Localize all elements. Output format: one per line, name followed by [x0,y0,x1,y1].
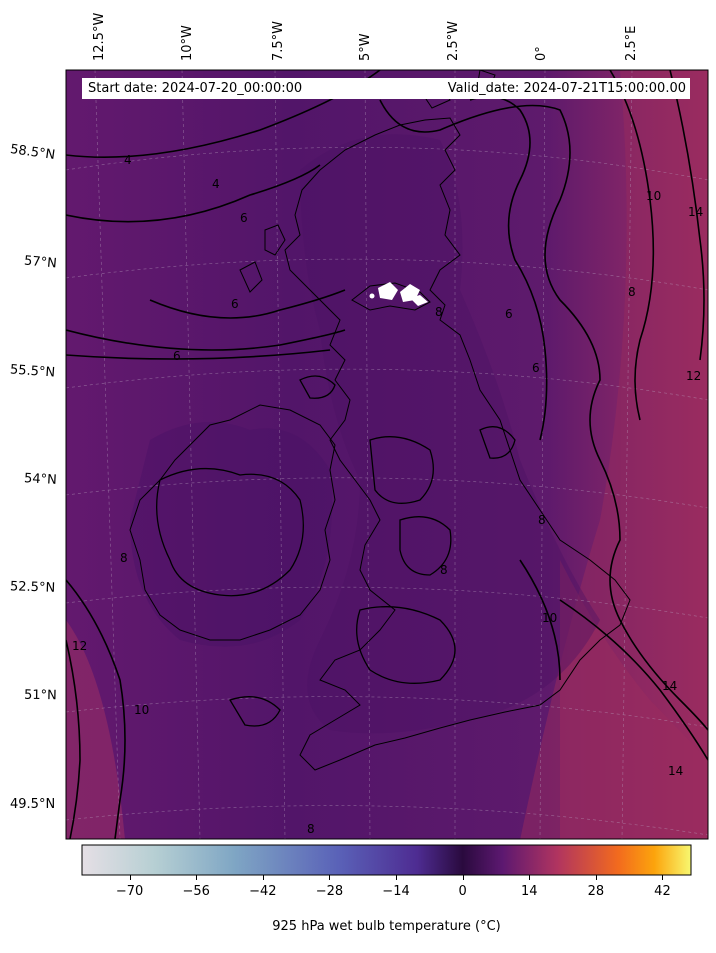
contour-value-label: 8 [435,305,443,319]
colorbar-tick-label: −42 [249,884,277,899]
longitude-label: 5°W [358,33,373,61]
start-date-label: Start date: 2024-07-20_00:00:00 [88,81,303,96]
longitude-label: 7.5°W [271,20,286,61]
colorbar-tick-mark [329,875,331,880]
contour-value-label: 8 [120,551,128,565]
colorbar-gradient [81,844,692,876]
contour-value-label: 8 [538,513,546,527]
longitude-label: 12.5°W [92,12,107,61]
contour-value-label: 6 [532,361,540,375]
map-frame [65,69,709,840]
graticule [66,70,708,839]
contour-value-label: 8 [440,563,448,577]
colorbar-tick-label: 28 [587,884,605,899]
longitude-label: 0° [534,46,549,61]
latitude-label: 51°N [23,687,57,704]
latitude-label: 54°N [23,471,58,488]
longitude-label: 2.5°W [446,20,461,61]
contour-value-label: 10 [134,703,149,717]
colorbar-tick-label: 0 [458,884,467,899]
warm-region-southwest [66,620,125,839]
latitude-label: 49.5°N [10,797,56,812]
colorbar-tick-mark [595,875,597,880]
colorbar-title: 925 hPa wet bulb temperature (°C) [272,919,501,934]
contour-value-label: 14 [662,679,677,693]
colorbar-tick-label: −28 [315,884,344,899]
contour-label-layer: 4 4 6 6 6 8 8 8 10 10 12 12 14 14 8 6 6 … [72,153,703,836]
contour-value-label: 6 [505,307,513,321]
white-patch [369,282,428,306]
colorbar-tick-mark [129,875,131,880]
colorbar-tick-mark [462,875,464,880]
land-contours [156,375,516,727]
contour-value-label: 8 [628,285,636,299]
latitude-label: 52.5°N [9,579,56,596]
colorbar-tick-label: −70 [115,884,144,899]
colorbar-tick-label: −14 [382,884,410,899]
contour-value-label: 10 [542,611,557,625]
contour-value-label: 8 [307,822,315,836]
longitude-label: 2.5°E [624,25,639,61]
colorbar-tick-label: 42 [654,884,671,899]
contour-value-label: 14 [668,764,683,778]
contour-value-label: 14 [688,205,703,219]
colorbar-tick-mark [262,875,264,880]
longitude-label: 10°W [180,25,195,61]
colorbar-tick-mark [529,875,531,880]
colorbar-tick-label: −56 [182,884,210,899]
colorbar-tick-mark [396,875,398,880]
contour-value-label: 4 [212,177,220,191]
valid-date-label: Valid_date: 2024-07-21T15:00:00.00 [447,81,686,96]
colorbar-tick-label: 14 [520,884,538,899]
latitude-label: 55.5°N [9,362,56,381]
land-shading-gb [300,134,600,734]
contour-value-label: 4 [124,153,132,167]
colorbar-tick-mark [662,875,664,880]
contour-value-label: 6 [173,349,181,363]
contours [66,70,708,839]
date-info-box: Start date: 2024-07-20_00:00:00 Valid_da… [82,78,690,99]
contour-value-label: 12 [686,369,701,383]
latitude-label: 57°N [23,253,58,272]
contour-value-label: 6 [240,211,248,225]
contour-value-label: 12 [72,639,87,653]
colorbar-tick-mark [196,875,198,880]
contour-value-label: 10 [646,189,661,203]
contour-value-label: 6 [231,297,239,311]
land-shading [130,422,332,647]
warm-region-southeast [560,560,708,839]
